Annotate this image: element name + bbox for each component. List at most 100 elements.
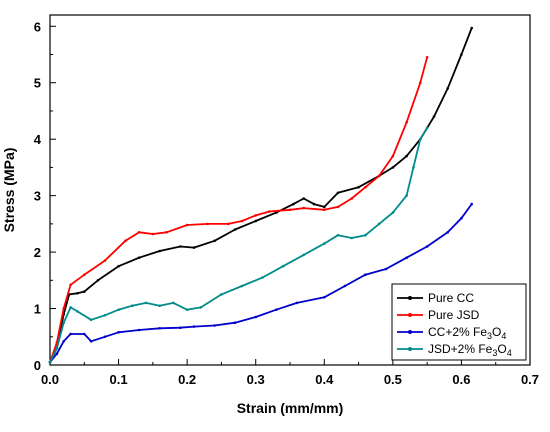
series-cc-2-fe3o4-point [446,231,450,234]
x-tick-label: 0.2 [178,372,196,387]
legend-label-text: Pure CC [428,291,474,305]
legend-label-text: CC+2% Fe [428,325,487,339]
series-jsd-2-fe3o4-point [144,301,148,305]
series-cc-2-fe3o4-point [62,340,65,343]
series-pure-jsd-point [336,205,340,209]
data-series [48,26,474,364]
series-jsd-2-fe3o4-point [261,276,264,279]
series-pure-cc-point [233,228,237,231]
legend-label: Pure JSD [428,308,480,322]
series-pure-jsd-point [206,222,209,226]
legend-marker [408,296,412,300]
series-pure-cc-point [83,290,86,293]
legend-box [391,283,527,361]
series-pure-cc-point [470,26,474,30]
series-jsd-2-fe3o4-point [158,304,161,308]
series-jsd-2-fe3o4-point [69,306,72,309]
legend-item-pure-cc: Pure CC [397,291,474,305]
series-cc-2-fe3o4-point [460,216,463,220]
series-pure-jsd-point [288,208,292,212]
series-pure-cc-point [275,211,278,214]
series-cc-2-fe3o4-point [295,301,299,305]
series-pure-cc-point [432,115,436,118]
legend-item-pure-jsd: Pure JSD [397,308,480,322]
series-pure-jsd-point [405,121,408,124]
series-jsd-2-fe3o4-point [364,233,367,237]
legend-label-text: Pure JSD [428,308,480,322]
series-jsd-2-fe3o4-point [172,301,175,305]
series-cc-2-fe3o4-line [49,203,473,363]
series-pure-jsd-point [268,210,271,213]
series-jsd-2-fe3o4-point [89,318,93,322]
series-pure-jsd-point [69,283,72,287]
series-pure-cc-point [137,256,141,260]
series-cc-2-fe3o4-point [470,202,474,206]
series-jsd-2-fe3o4-point [323,242,326,245]
series-cc-2-fe3o4-point [233,321,237,325]
legend-marker [408,313,412,317]
series-pure-jsd-point [323,208,326,212]
series-pure-jsd-point [377,174,381,178]
series-jsd-2-fe3o4-point [302,253,306,257]
series-pure-cc-point [254,219,257,223]
legend-label-subscript: 3 [492,348,497,358]
series-jsd-2-fe3o4-point [48,360,52,364]
series-jsd-2-fe3o4-point [377,222,381,226]
series-cc-2-fe3o4 [48,202,474,364]
series-cc-2-fe3o4-point [343,284,347,288]
legend-label-after-subscript: O [497,342,506,356]
series-pure-cc-point [357,185,360,189]
series-jsd-2-fe3o4 [48,126,429,364]
x-tick-label: 0.0 [41,372,59,387]
legend-label-subscript: 4 [507,348,512,358]
series-jsd-2-fe3o4-point [185,308,189,312]
series-pure-cc-point [446,87,450,90]
series-jsd-2-fe3o4-point [350,236,354,240]
legend-label: Pure CC [428,291,474,305]
series-jsd-2-fe3o4-point [336,233,340,237]
series-jsd-2-fe3o4-point [281,264,285,268]
series-pure-cc-point [76,292,79,295]
x-tick-label: 0.7 [521,372,539,387]
series-pure-jsd-point [425,56,429,59]
x-axis-title: Strain (mm/mm) [237,400,344,416]
series-jsd-2-fe3o4-point [405,194,408,197]
legend-marker [408,347,412,351]
legend-label-subscript: 3 [487,331,492,341]
series-cc-2-fe3o4-point [137,328,141,332]
legend-label-text: JSD+2% Fe [428,342,493,356]
series-cc-2-fe3o4-point [364,273,367,277]
series-cc-2-fe3o4-point [117,331,120,334]
x-tick-label: 0.6 [452,372,470,387]
series-pure-jsd-point [240,219,244,223]
series-cc-2-fe3o4-point [425,245,429,248]
series-pure-cc-point [96,279,100,282]
series-pure-cc-point [213,239,216,243]
series-jsd-2-fe3o4-point [419,137,422,141]
series-pure-jsd-point [350,197,354,200]
series-cc-2-fe3o4-point [179,326,182,330]
y-axis-title: Stress (MPa) [1,148,17,233]
y-tick-label: 0 [34,358,41,373]
series-jsd-2-fe3o4-point [103,314,107,317]
y-tick-label: 5 [34,76,41,91]
series-cc-2-fe3o4-point [213,324,216,327]
series-cc-2-fe3o4-point [55,352,59,356]
series-jsd-2-fe3o4-point [425,126,429,130]
series-pure-cc-point [117,264,120,268]
legend-item-jsd-2-fe3o4: JSD+2% Fe3O4 [397,342,512,358]
series-pure-jsd-point [364,185,367,189]
series-jsd-2-fe3o4-point [240,284,244,288]
series-pure-jsd-point [103,259,107,262]
legend-label: JSD+2% Fe3O4 [428,342,512,358]
y-tick-label: 2 [34,245,41,260]
series-pure-cc-point [312,202,316,206]
series-pure-jsd-point [227,222,230,226]
series-jsd-2-fe3o4-point [199,306,203,309]
x-tick-label: 0.5 [384,372,402,387]
series-cc-2-fe3o4-point [192,325,196,328]
y-tick-label: 3 [34,189,41,204]
y-tick-label: 6 [34,19,41,34]
